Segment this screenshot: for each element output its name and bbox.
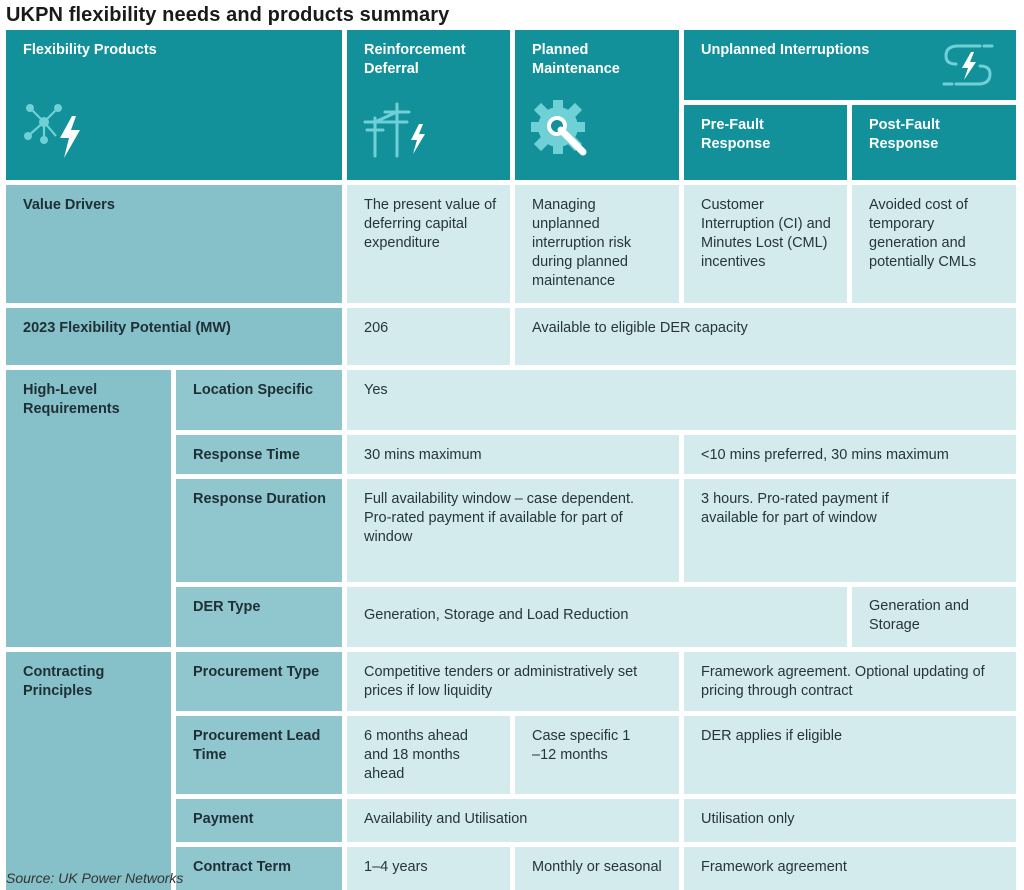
header-unplanned-interruptions: Unplanned Interruptions [684,30,1016,100]
label-high-level-requirements: High-Level Requirements [6,370,171,647]
label-location-specific: Location Specific [176,370,342,430]
lightning-swirl-icon [942,44,994,86]
procurement-lead-time-right: DER applies if eligible [684,716,1016,794]
label-payment: Payment [176,799,342,842]
header-reinforcement-deferral: Reinforcement Deferral [347,30,510,180]
flex-potential-others: Available to eligible DER capacity [515,308,1016,365]
network-lightning-icon [24,104,80,158]
contract-term-right: Framework agreement [684,847,1016,890]
contract-term-planned: Monthly or seasonal [515,847,679,890]
label-der-type: DER Type [176,587,342,647]
flex-potential-reinforcement: 206 [347,308,510,365]
procurement-lead-time-reinforcement: 6 months ahead and 18 months ahead [347,716,510,794]
payment-right: Utilisation only [684,799,1016,842]
label-contract-term: Contract Term [176,847,342,890]
response-time-left: 30 mins maximum [347,435,679,474]
header-flexibility-products: Flexibility Products [6,30,342,180]
header-pre-fault-response: Pre-Fault Response [684,105,847,180]
payment-left: Availability and Utilisation [347,799,679,842]
value-drivers-pre-fault: Customer Interruption (CI) and Minutes L… [684,185,847,303]
value-drivers-post-fault: Avoided cost of temporary generation and… [852,185,1016,303]
der-type-left: Generation, Storage and Load Reduction [347,587,847,647]
label-response-duration: Response Duration [176,479,342,582]
power-pylon-icon [363,102,425,158]
label-procurement-type: Procurement Type [176,652,342,711]
procurement-type-left: Competitive tenders or administratively … [347,652,679,711]
gear-wrench-icon [531,100,587,156]
procurement-type-right: Framework agreement. Optional updating o… [684,652,1016,711]
label-procurement-lead-time: Procurement Lead Time [176,716,342,794]
value-drivers-reinforcement: The present value of deferring capital e… [347,185,510,303]
response-duration-left: Full availability window – case dependen… [347,479,679,582]
header-reinforcement-deferral-label: Reinforcement Deferral [364,42,466,77]
response-time-right: <10 mins preferred, 30 mins maximum [684,435,1016,474]
label-flex-potential: 2023 Flexibility Potential (MW) [6,308,342,365]
header-unplanned-interruptions-label: Unplanned Interruptions [701,42,870,58]
source-note: Source: UK Power Networks [6,870,184,886]
value-drivers-planned: Managing unplanned interruption risk dur… [515,185,679,303]
header-planned-maintenance-label: Planned Maintenance [532,42,620,77]
header-flexibility-products-label: Flexibility Products [23,42,157,58]
header-post-fault-response: Post-Fault Response [852,105,1016,180]
response-duration-right: 3 hours. Pro-rated payment if available … [684,479,1016,582]
procurement-lead-time-planned: Case specific 1 –12 months [515,716,679,794]
label-contracting-principles: Contracting Principles [6,652,171,890]
label-response-time: Response Time [176,435,342,474]
summary-table: Flexibility Products Reinforcement Defer… [6,30,1016,890]
contract-term-reinforcement: 1–4 years [347,847,510,890]
der-type-right: Generation and Storage [852,587,1016,647]
page-title: UKPN flexibility needs and products summ… [6,4,450,26]
location-specific-value: Yes [347,370,1016,430]
label-value-drivers: Value Drivers [6,185,342,303]
header-planned-maintenance: Planned Maintenance [515,30,679,180]
